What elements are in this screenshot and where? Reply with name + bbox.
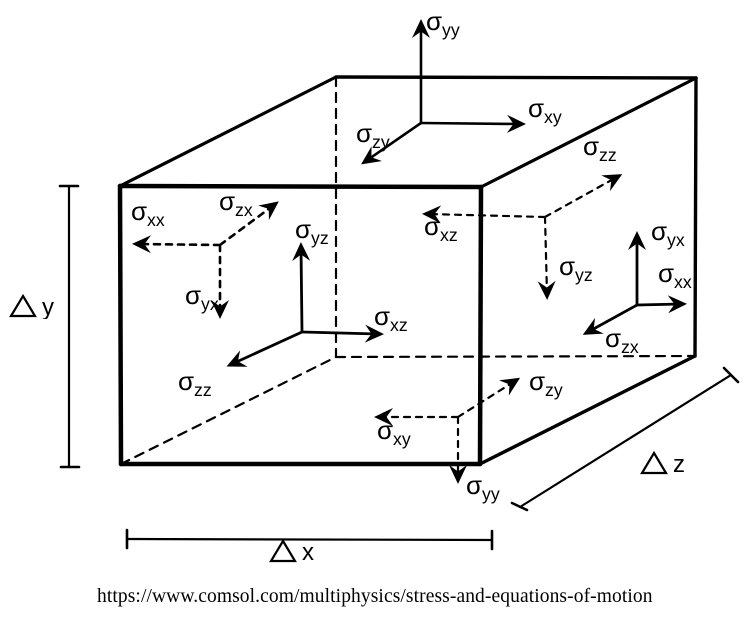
- svg-text:z: z: [673, 451, 685, 476]
- svg-text:y: y: [42, 294, 54, 319]
- svg-text:x: x: [302, 539, 314, 564]
